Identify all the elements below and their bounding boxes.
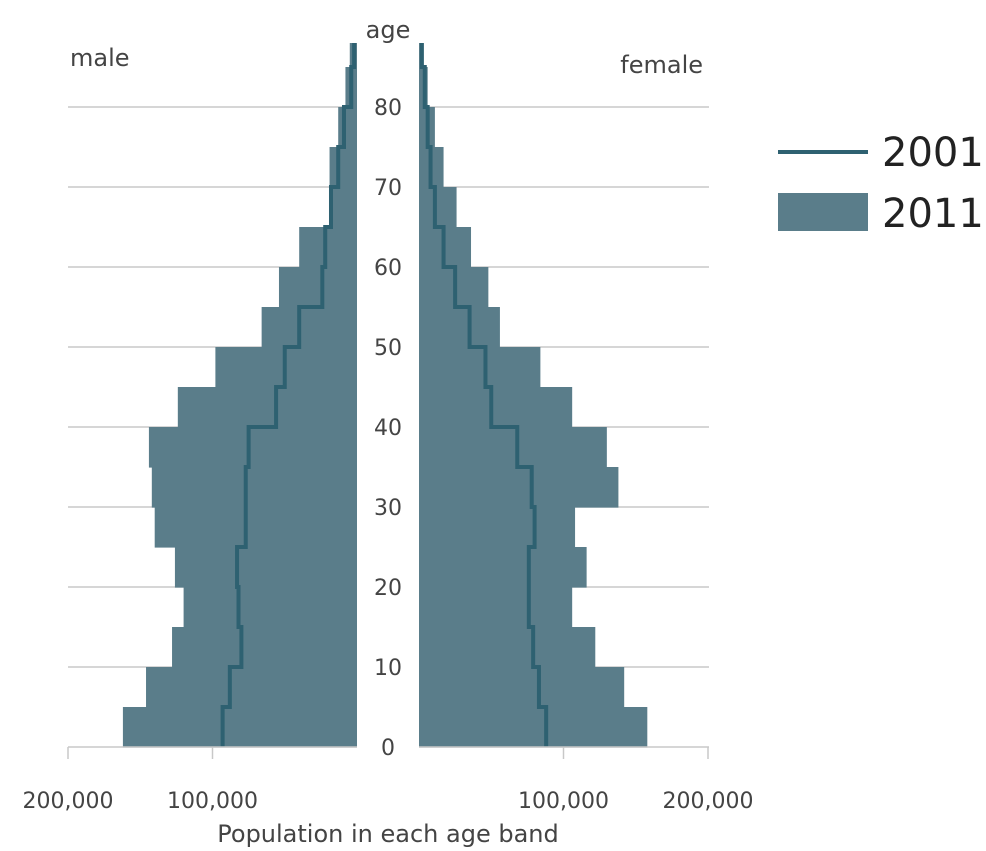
bar-2011-female-30 bbox=[419, 467, 619, 508]
female-label: female bbox=[620, 51, 703, 79]
line-2001-female bbox=[419, 43, 549, 747]
age-tick-10: 10 bbox=[374, 656, 402, 681]
bar-2011-female-45 bbox=[419, 347, 541, 388]
bar-2011-male-60 bbox=[299, 227, 357, 268]
x-axis-title: Population in each age band bbox=[217, 820, 558, 848]
bar-2011-female-20 bbox=[419, 547, 587, 588]
bar-2011-female-15 bbox=[419, 587, 573, 628]
line-2001-male bbox=[220, 43, 357, 747]
male-label: male bbox=[70, 44, 130, 72]
bar-2011-female-10 bbox=[419, 627, 596, 668]
bar-2011-male-25 bbox=[154, 507, 357, 548]
axes: 0 10 20 30 40 50 60 70 80 200,000 100,000 100,000 20… bbox=[23, 96, 754, 814]
legend-2011-label: 2011 bbox=[882, 191, 984, 237]
age-tick-0: 0 bbox=[381, 736, 395, 761]
bar-2011-male-0 bbox=[122, 707, 357, 748]
bar-2011-male-55 bbox=[278, 267, 357, 308]
age-tick-70: 70 bbox=[374, 176, 402, 201]
bar-2011-male-35 bbox=[148, 427, 357, 468]
bar-2011-female-0 bbox=[419, 707, 648, 748]
age-tick-80: 80 bbox=[374, 96, 402, 121]
x-tick-label-3: 200,000 bbox=[663, 789, 754, 814]
bar-2011-male-65 bbox=[330, 187, 357, 228]
bar-2011-male-50 bbox=[261, 307, 357, 348]
bar-2011-male-10 bbox=[172, 627, 357, 668]
bar-2011-female-25 bbox=[419, 507, 576, 548]
bar-2011-female-50 bbox=[419, 307, 500, 348]
age-axis-title: age bbox=[366, 16, 411, 44]
legend: 2001 2011 bbox=[778, 130, 984, 237]
bar-2011-male-75 bbox=[338, 107, 357, 148]
bar-2011-male-30 bbox=[151, 467, 357, 508]
series-2011-fill bbox=[122, 43, 648, 748]
bar-2011-male-70 bbox=[329, 147, 357, 188]
bar-2011-female-35 bbox=[419, 427, 607, 468]
age-tick-40: 40 bbox=[374, 416, 402, 441]
bar-2011-male-40 bbox=[177, 387, 357, 428]
bar-2011-female-65 bbox=[419, 187, 457, 228]
x-tick-label-1: 100,000 bbox=[167, 789, 258, 814]
bar-2011-female-5 bbox=[419, 667, 625, 708]
age-tick-30: 30 bbox=[374, 496, 402, 521]
bar-2011-male-20 bbox=[174, 547, 357, 588]
age-tick-60: 60 bbox=[374, 256, 402, 281]
legend-2001-label: 2001 bbox=[882, 130, 984, 176]
age-tick-20: 20 bbox=[374, 576, 402, 601]
age-tick-50: 50 bbox=[374, 336, 402, 361]
bar-2011-male-5 bbox=[146, 667, 357, 708]
x-tick-label-0: 200,000 bbox=[23, 789, 114, 814]
bar-2011-male-15 bbox=[183, 587, 357, 628]
series-2001-lines bbox=[220, 43, 549, 747]
legend-2011-swatch bbox=[778, 193, 868, 231]
bar-2011-female-40 bbox=[419, 387, 573, 428]
x-tick-label-2: 100,000 bbox=[518, 789, 609, 814]
